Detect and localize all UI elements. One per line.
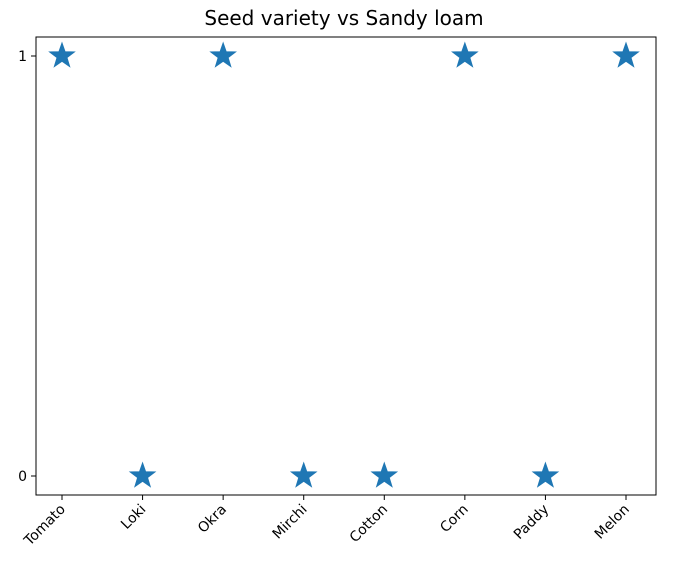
x-tick-label: Cotton	[347, 502, 391, 546]
y-tick-label: 1	[18, 49, 27, 65]
star-marker-melon	[612, 41, 640, 68]
star-marker-cotton	[370, 461, 399, 488]
x-tick-label: Melon	[592, 502, 633, 543]
star-marker-okra	[209, 41, 237, 68]
x-tick-label: Tomato	[21, 502, 69, 550]
x-tick-label: Mirchi	[270, 502, 311, 543]
star-marker-paddy	[531, 461, 560, 488]
plot-area: 0 1 Tomato Loki Okra Mirchi Cotton Corn Paddy Mel…	[18, 36, 657, 550]
chart-title: Seed variety vs Sandy loam	[204, 6, 483, 30]
y-tick-label: 0	[18, 469, 27, 485]
star-marker-tomato	[48, 41, 76, 68]
star-marker-corn	[451, 41, 479, 68]
x-tick-label: Okra	[195, 502, 230, 537]
x-tick-label: Corn	[437, 502, 471, 536]
x-tick-label: Loki	[118, 502, 149, 533]
x-tick-label: Paddy	[511, 502, 552, 543]
star-marker-loki	[128, 461, 157, 488]
star-marker-mirchi	[289, 461, 318, 488]
axes-frame	[35, 36, 657, 496]
